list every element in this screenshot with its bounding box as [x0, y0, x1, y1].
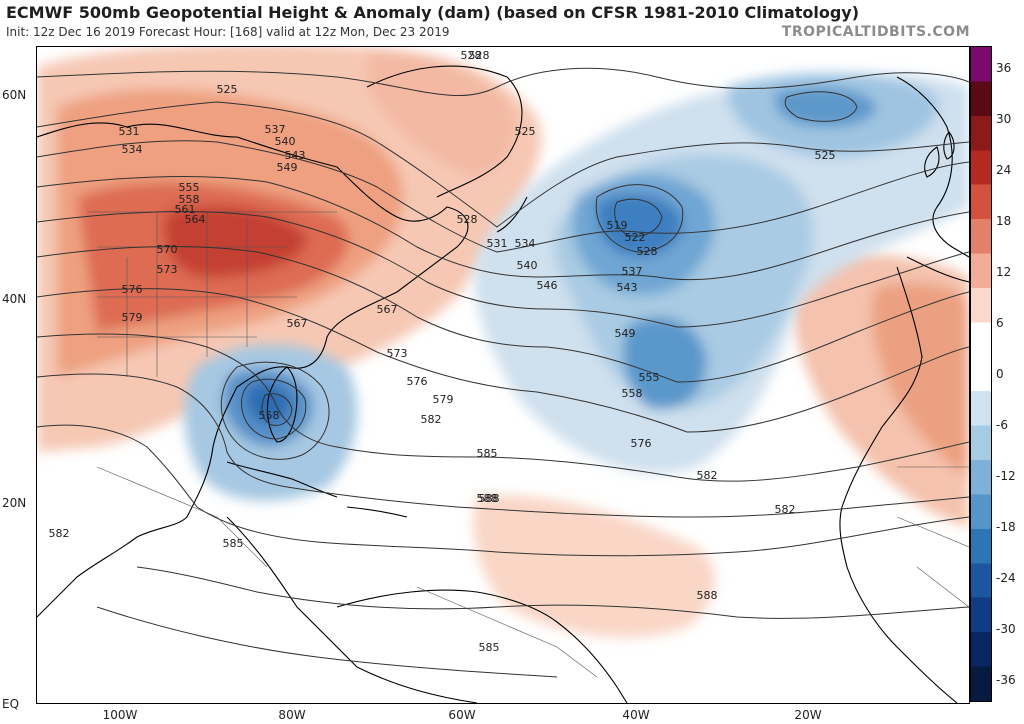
contour-label: 579	[433, 393, 454, 406]
contour-label: 537	[265, 123, 286, 136]
contour-label: 573	[157, 263, 178, 276]
colorbar-tick: 12	[996, 265, 1012, 279]
colorbar-tick: 24	[996, 163, 1012, 177]
political-borders	[87, 211, 969, 678]
contour-label: 528	[469, 49, 490, 62]
contour-label: 537	[622, 265, 643, 278]
contour-label: 567	[287, 317, 308, 330]
contour-label: 525	[217, 83, 238, 96]
colorbar-tick: 30	[996, 112, 1012, 126]
colorbar-tick: -12	[996, 469, 1016, 483]
colorbar	[970, 46, 992, 702]
lon-label-100w: 100W	[102, 708, 138, 722]
contour-label: 576	[122, 283, 143, 296]
lat-label-20n: 20N	[2, 496, 27, 510]
contour-label: 558	[622, 387, 643, 400]
contour-label: 540	[275, 135, 296, 148]
contour-label: 555	[179, 181, 200, 194]
contour-label: 528	[461, 49, 482, 62]
positive-anomaly-shading	[37, 47, 969, 638]
contour-label: 540	[517, 259, 538, 272]
contour-label: 585	[479, 641, 500, 654]
lat-label-eq: EQ	[2, 697, 20, 711]
contour-label: 525	[515, 125, 536, 138]
lat-label-60n: 60N	[2, 88, 27, 102]
contour-label: 588	[477, 492, 498, 505]
contour-label: 582	[421, 413, 442, 426]
contour-label: 528	[637, 245, 658, 258]
contour-label: 588	[479, 492, 500, 505]
contour-label: 543	[617, 281, 638, 294]
contour-label: 522	[625, 231, 646, 244]
height-contours	[37, 67, 969, 678]
contour-label: 579	[122, 311, 143, 324]
lon-label-80w: 80W	[278, 708, 306, 722]
lon-label-40w: 40W	[622, 708, 650, 722]
colorbar-tick: -36	[996, 673, 1016, 687]
contour-label: 558	[179, 193, 200, 206]
contour-label: 531	[487, 237, 508, 250]
contour-label: 549	[615, 327, 636, 340]
colorbar-tick: 36	[996, 61, 1012, 75]
lon-label-60w: 60W	[448, 708, 476, 722]
contour-label: 555	[639, 371, 660, 384]
contour-label: 543	[285, 149, 306, 162]
coastlines	[37, 65, 969, 703]
source-watermark: TROPICALTIDBITS.COM	[781, 24, 970, 40]
contour-label: 534	[122, 143, 143, 156]
contour-label: 582	[697, 469, 718, 482]
contour-label: 585	[477, 447, 498, 460]
contour-label: 573	[387, 347, 408, 360]
contour-label: 525	[815, 149, 836, 162]
forecast-info: Init: 12z Dec 16 2019 Forecast Hour: [16…	[6, 25, 450, 39]
colorbar-tick: 6	[996, 316, 1004, 330]
lon-label-20w: 20W	[794, 708, 822, 722]
contour-label: 585	[223, 537, 244, 550]
colorbar-tick: 0	[996, 367, 1004, 381]
contour-label: 558	[259, 409, 280, 422]
contour-label: 519	[607, 219, 628, 232]
map-panel: 5285255285315345375405435495555585615645…	[36, 46, 970, 704]
colorbar-tick: -18	[996, 520, 1016, 534]
colorbar-tick: -6	[996, 418, 1008, 432]
chart-title: ECMWF 500mb Geopotential Height & Anomal…	[6, 3, 860, 22]
colorbar-tick: -30	[996, 622, 1016, 636]
contour-label: 564	[185, 213, 206, 226]
contour-label-layer: 5285255285315345375405435495555585615645…	[49, 49, 836, 654]
colorbar-tick: 18	[996, 214, 1012, 228]
contour-label: 570	[157, 243, 178, 256]
contour-label: 588	[697, 589, 718, 602]
colorbar-tick: -24	[996, 571, 1016, 585]
contour-label: 582	[49, 527, 70, 540]
contour-label: 546	[537, 279, 558, 292]
contour-label: 576	[631, 437, 652, 450]
negative-anomaly-shading	[184, 73, 969, 501]
contour-label: 561	[175, 203, 196, 216]
contour-label: 567	[377, 303, 398, 316]
contour-label: 582	[775, 503, 796, 516]
anomaly-map: 5285255285315345375405435495555585615645…	[37, 47, 969, 703]
contour-label: 528	[457, 213, 478, 226]
contour-label: 531	[119, 125, 140, 138]
contour-label: 534	[515, 237, 536, 250]
contour-label: 549	[277, 161, 298, 174]
contour-label: 576	[407, 375, 428, 388]
lat-label-40n: 40N	[2, 292, 27, 306]
